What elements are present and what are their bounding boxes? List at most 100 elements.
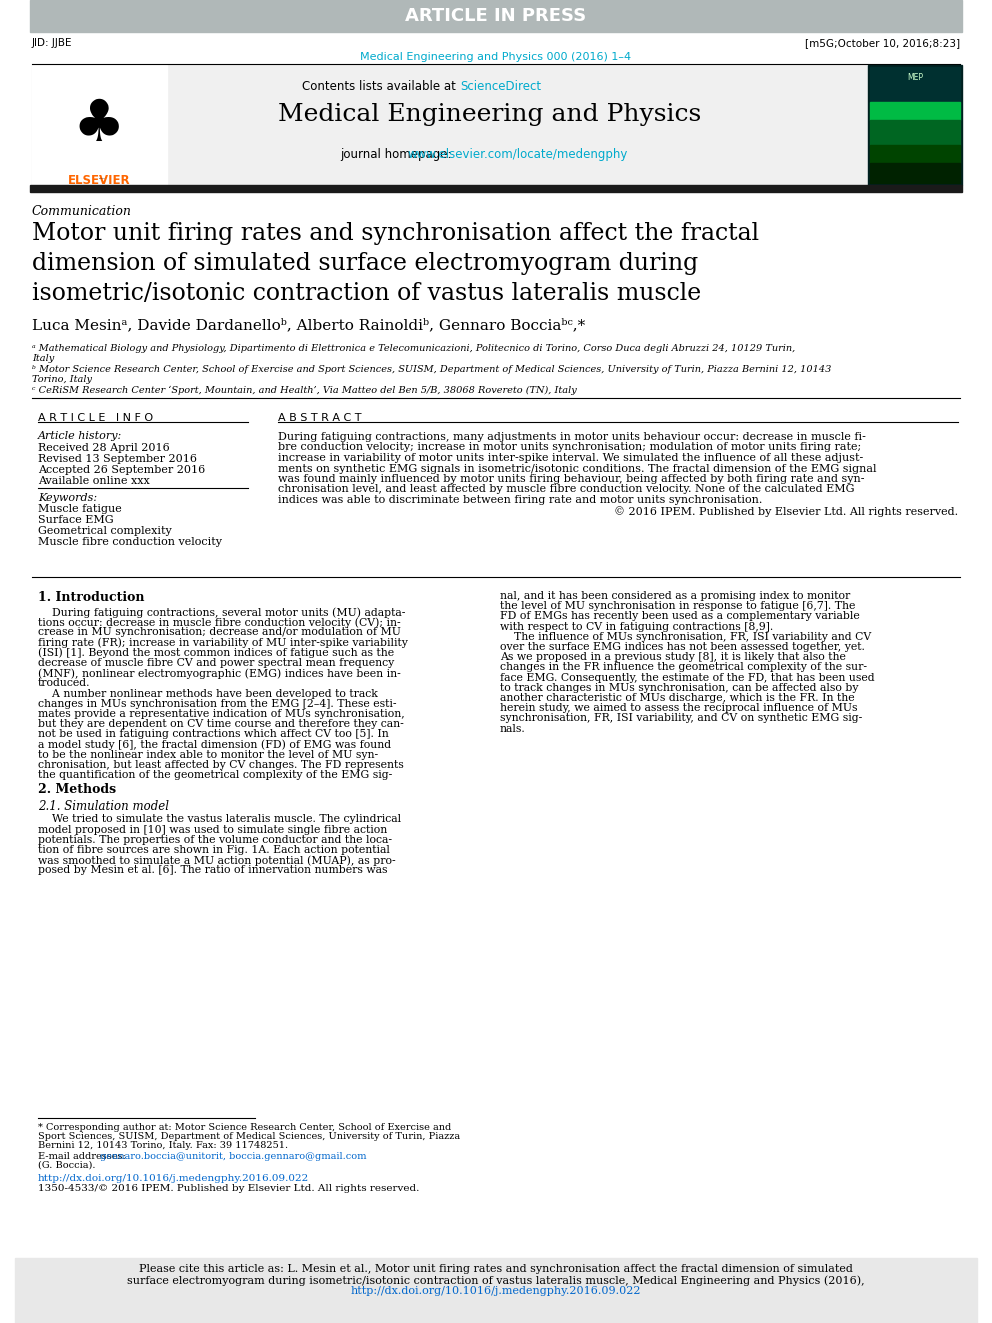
Text: nal, and it has been considered as a promising index to monitor: nal, and it has been considered as a pro… bbox=[500, 591, 850, 601]
Text: (ISI) [1]. Beyond the most common indices of fatigue such as the: (ISI) [1]. Beyond the most common indice… bbox=[38, 648, 394, 659]
Text: isometric/isotonic contraction of vastus lateralis muscle: isometric/isotonic contraction of vastus… bbox=[32, 282, 701, 306]
Text: changes in MUs synchronisation from the EMG [2–4]. These esti-: changes in MUs synchronisation from the … bbox=[38, 699, 397, 709]
Text: was smoothed to simulate a MU action potential (MUAP), as pro-: was smoothed to simulate a MU action pot… bbox=[38, 855, 396, 865]
Text: (MNF), nonlinear electromyographic (EMG) indices have been in-: (MNF), nonlinear electromyographic (EMG)… bbox=[38, 668, 401, 679]
Text: * Corresponding author at: Motor Science Research Center, School of Exercise and: * Corresponding author at: Motor Science… bbox=[38, 1123, 451, 1132]
Text: journal homepage:: journal homepage: bbox=[340, 148, 455, 161]
Text: Please cite this article as: L. Mesin et al., Motor unit firing rates and synchr: Please cite this article as: L. Mesin et… bbox=[139, 1263, 853, 1274]
Text: surface electromyogram during isometric/isotonic contraction of vastus lateralis: surface electromyogram during isometric/… bbox=[127, 1275, 865, 1286]
Bar bbox=[870, 120, 960, 146]
Text: As we proposed in a previous study [8], it is likely that also the: As we proposed in a previous study [8], … bbox=[500, 652, 846, 663]
Text: [m5G;October 10, 2016;8:23]: [m5G;October 10, 2016;8:23] bbox=[805, 38, 960, 48]
Text: to be the nonlinear index able to monitor the level of MU syn-: to be the nonlinear index able to monito… bbox=[38, 750, 378, 759]
Text: 1. Introduction: 1. Introduction bbox=[38, 591, 145, 605]
Text: Keywords:: Keywords: bbox=[38, 493, 97, 503]
Text: ᵃ Mathematical Biology and Physiology, Dipartimento di Elettronica e Telecomunic: ᵃ Mathematical Biology and Physiology, D… bbox=[32, 344, 796, 353]
Text: A B S T R A C T: A B S T R A C T bbox=[278, 413, 361, 423]
Text: Received 28 April 2016: Received 28 April 2016 bbox=[38, 443, 170, 452]
Text: but they are dependent on CV time course and therefore they can-: but they are dependent on CV time course… bbox=[38, 720, 404, 729]
Text: A number nonlinear methods have been developed to track: A number nonlinear methods have been dev… bbox=[38, 688, 378, 699]
Text: ments on synthetic EMG signals in isometric/isotonic conditions. The fractal dim: ments on synthetic EMG signals in isomet… bbox=[278, 463, 877, 474]
Bar bbox=[870, 67, 960, 102]
Bar bbox=[868, 65, 962, 185]
Text: the quantification of the geometrical complexity of the EMG sig-: the quantification of the geometrical co… bbox=[38, 770, 392, 781]
Text: troduced.: troduced. bbox=[38, 679, 90, 688]
Text: firing rate (FR); increase in variability of MU inter-spike variability: firing rate (FR); increase in variabilit… bbox=[38, 638, 408, 648]
Text: changes in the FR influence the geometrical complexity of the sur-: changes in the FR influence the geometri… bbox=[500, 663, 867, 672]
Text: Accepted 26 September 2016: Accepted 26 September 2016 bbox=[38, 464, 205, 475]
Text: Medical Engineering and Physics: Medical Engineering and Physics bbox=[279, 103, 701, 126]
Text: ᵇ Motor Science Research Center, School of Exercise and Sport Sciences, SUISM, D: ᵇ Motor Science Research Center, School … bbox=[32, 365, 831, 374]
Text: posed by Mesin et al. [6]. The ratio of innervation numbers was: posed by Mesin et al. [6]. The ratio of … bbox=[38, 865, 388, 876]
Text: Contents lists available at: Contents lists available at bbox=[303, 79, 460, 93]
Text: a model study [6], the fractal dimension (FD) of EMG was found: a model study [6], the fractal dimension… bbox=[38, 740, 391, 750]
Text: nals.: nals. bbox=[500, 724, 526, 733]
Bar bbox=[32, 65, 167, 185]
Text: 2. Methods: 2. Methods bbox=[38, 783, 116, 796]
Text: ARTICLE IN PRESS: ARTICLE IN PRESS bbox=[406, 7, 586, 25]
Text: another characteristic of MUs discharge, which is the FR. In the: another characteristic of MUs discharge,… bbox=[500, 693, 855, 703]
Text: Luca Mesinᵃ, Davide Dardanelloᵇ, Alberto Rainoldiᵇ, Gennaro Bocciaᵇᶜ,*: Luca Mesinᵃ, Davide Dardanelloᵇ, Alberto… bbox=[32, 318, 585, 332]
Text: indices was able to discriminate between firing rate and motor units synchronisa: indices was able to discriminate between… bbox=[278, 495, 763, 505]
Text: chronisation level, and least affected by muscle fibre conduction velocity. None: chronisation level, and least affected b… bbox=[278, 484, 854, 495]
Text: Article history:: Article history: bbox=[38, 431, 122, 441]
Text: http://dx.doi.org/10.1016/j.medengphy.2016.09.022: http://dx.doi.org/10.1016/j.medengphy.20… bbox=[38, 1174, 310, 1183]
Text: During fatiguing contractions, many adjustments in motor units behaviour occur: : During fatiguing contractions, many adju… bbox=[278, 433, 866, 442]
Text: ELSEVIER: ELSEVIER bbox=[67, 173, 130, 187]
Bar bbox=[15, 1258, 977, 1323]
Text: the level of MU synchronisation in response to fatigue [6,7]. The: the level of MU synchronisation in respo… bbox=[500, 601, 855, 611]
Bar bbox=[870, 102, 960, 120]
Text: © 2016 IPEM. Published by Elsevier Ltd. All rights reserved.: © 2016 IPEM. Published by Elsevier Ltd. … bbox=[614, 507, 958, 517]
Text: Muscle fibre conduction velocity: Muscle fibre conduction velocity bbox=[38, 537, 222, 546]
Text: Surface EMG: Surface EMG bbox=[38, 515, 114, 525]
Text: not be used in fatiguing contractions which affect CV too [5]. In: not be used in fatiguing contractions wh… bbox=[38, 729, 389, 740]
Text: During fatiguing contractions, several motor units (MU) adapta-: During fatiguing contractions, several m… bbox=[38, 607, 406, 618]
Text: Communication: Communication bbox=[32, 205, 132, 218]
Bar bbox=[30, 185, 962, 192]
Text: Bernini 12, 10143 Torino, Italy. Fax: 39 11748251.: Bernini 12, 10143 Torino, Italy. Fax: 39… bbox=[38, 1140, 288, 1150]
Text: MEP: MEP bbox=[907, 74, 923, 82]
Text: face EMG. Consequently, the estimate of the FD, that has been used: face EMG. Consequently, the estimate of … bbox=[500, 672, 875, 683]
Text: Available online xxx: Available online xxx bbox=[38, 476, 150, 486]
Text: Medical Engineering and Physics 000 (2016) 1–4: Medical Engineering and Physics 000 (201… bbox=[360, 52, 632, 62]
Text: http://dx.doi.org/10.1016/j.medengphy.2016.09.022: http://dx.doi.org/10.1016/j.medengphy.20… bbox=[351, 1286, 641, 1297]
Text: Motor unit firing rates and synchronisation affect the fractal: Motor unit firing rates and synchronisat… bbox=[32, 222, 759, 245]
Text: Sport Sciences, SUISM, Department of Medical Sciences, University of Turin, Piaz: Sport Sciences, SUISM, Department of Med… bbox=[38, 1132, 460, 1140]
Text: model proposed in [10] was used to simulate single fibre action: model proposed in [10] was used to simul… bbox=[38, 824, 387, 835]
Bar bbox=[870, 163, 960, 183]
Bar bbox=[32, 65, 868, 185]
Text: The influence of MUs synchronisation, FR, ISI variability and CV: The influence of MUs synchronisation, FR… bbox=[500, 632, 871, 642]
Text: (G. Boccia).: (G. Boccia). bbox=[38, 1162, 95, 1170]
Text: mates provide a representative indication of MUs synchronisation,: mates provide a representative indicatio… bbox=[38, 709, 405, 718]
Text: tions occur: decrease in muscle fibre conduction velocity (CV); in-: tions occur: decrease in muscle fibre co… bbox=[38, 618, 401, 627]
Bar bbox=[30, 0, 962, 32]
Text: Torino, Italy: Torino, Italy bbox=[32, 374, 92, 384]
Text: E-mail addresses:: E-mail addresses: bbox=[38, 1152, 129, 1162]
Text: We tried to simulate the vastus lateralis muscle. The cylindrical: We tried to simulate the vastus laterali… bbox=[38, 815, 401, 824]
Text: increase in variability of motor units inter-spike interval. We simulated the in: increase in variability of motor units i… bbox=[278, 452, 863, 463]
Text: ♣: ♣ bbox=[72, 97, 125, 153]
Text: A R T I C L E   I N F O: A R T I C L E I N F O bbox=[38, 413, 153, 423]
Text: to track changes in MUs synchronisation, can be affected also by: to track changes in MUs synchronisation,… bbox=[500, 683, 858, 693]
Text: 1350-4533/© 2016 IPEM. Published by Elsevier Ltd. All rights reserved.: 1350-4533/© 2016 IPEM. Published by Else… bbox=[38, 1184, 420, 1193]
Text: Revised 13 September 2016: Revised 13 September 2016 bbox=[38, 454, 197, 464]
Text: potentials. The properties of the volume conductor and the loca-: potentials. The properties of the volume… bbox=[38, 835, 392, 845]
Text: ᶜ CeRiSM Research Center ‘Sport, Mountain, and Health’, Via Matteo del Ben 5/B, : ᶜ CeRiSM Research Center ‘Sport, Mountai… bbox=[32, 386, 576, 396]
Text: over the surface EMG indices has not been assessed together, yet.: over the surface EMG indices has not bee… bbox=[500, 642, 865, 652]
Text: FD of EMGs has recently been used as a complementary variable: FD of EMGs has recently been used as a c… bbox=[500, 611, 860, 622]
Text: Muscle fatigue: Muscle fatigue bbox=[38, 504, 122, 515]
Text: synchronisation, FR, ISI variability, and CV on synthetic EMG sig-: synchronisation, FR, ISI variability, an… bbox=[500, 713, 862, 724]
Text: was found mainly influenced by motor units firing behaviour, being affected by b: was found mainly influenced by motor uni… bbox=[278, 474, 864, 484]
Text: gennaro.boccia@unitorit, boccia.gennaro@gmail.com: gennaro.boccia@unitorit, boccia.gennaro@… bbox=[100, 1152, 366, 1162]
Text: chronisation, but least affected by CV changes. The FD represents: chronisation, but least affected by CV c… bbox=[38, 759, 404, 770]
Text: decrease of muscle fibre CV and power spectral mean frequency: decrease of muscle fibre CV and power sp… bbox=[38, 658, 394, 668]
Text: Geometrical complexity: Geometrical complexity bbox=[38, 527, 172, 536]
Text: bre conduction velocity; increase in motor units synchronisation; modulation of : bre conduction velocity; increase in mot… bbox=[278, 442, 861, 452]
Text: JID: JJBE: JID: JJBE bbox=[32, 38, 72, 48]
Bar bbox=[870, 146, 960, 163]
Text: ScienceDirect: ScienceDirect bbox=[460, 79, 541, 93]
Text: crease in MU synchronisation; decrease and/or modulation of MU: crease in MU synchronisation; decrease a… bbox=[38, 627, 401, 638]
Text: with respect to CV in fatiguing contractions [8,9].: with respect to CV in fatiguing contract… bbox=[500, 622, 773, 631]
Text: tion of fibre sources are shown in Fig. 1A. Each action potential: tion of fibre sources are shown in Fig. … bbox=[38, 845, 390, 855]
Text: dimension of simulated surface electromyogram during: dimension of simulated surface electromy… bbox=[32, 251, 698, 275]
